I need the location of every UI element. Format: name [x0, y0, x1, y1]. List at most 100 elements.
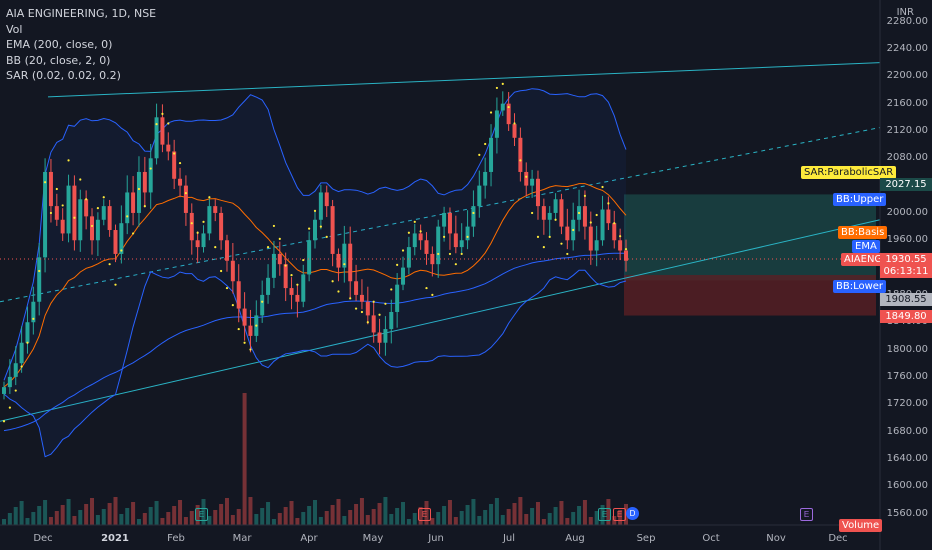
ema-line [3, 252, 627, 432]
candle-body [95, 219, 100, 241]
currency-label[interactable]: INR [896, 7, 914, 18]
legend-symbol[interactable]: AIA ENGINEERING, 1D, NSE [6, 7, 157, 20]
volume-bar [395, 508, 400, 525]
earnings-icon[interactable]: E [418, 508, 431, 521]
sar-dot [155, 123, 158, 126]
candle-body [383, 329, 388, 343]
volume-bar [160, 518, 165, 525]
candle-body [477, 185, 482, 207]
dividend-icon[interactable]: D [626, 507, 639, 520]
earnings-icon[interactable]: E [195, 508, 208, 521]
price-tick-label: 1720.00 [886, 398, 928, 410]
sar-dot [378, 313, 381, 316]
time-tick-label: Apr [300, 533, 318, 544]
candle-body [230, 260, 235, 282]
sar-dot [595, 213, 598, 217]
sar-dot [419, 230, 422, 233]
candle-body [271, 253, 276, 278]
volume-bar [295, 518, 300, 525]
earnings-icon[interactable]: E [598, 508, 611, 521]
volume-bar [559, 501, 564, 525]
volume-bar [518, 497, 523, 525]
channel-mid-line [0, 127, 881, 303]
volume-bar [489, 504, 494, 525]
sar-dot [143, 205, 146, 208]
volume-label: Volume [839, 519, 883, 532]
sar-dot [255, 324, 258, 327]
legend-ema[interactable]: EMA (200, close, 0) [6, 38, 113, 51]
candle-body [78, 199, 83, 241]
candle-body [307, 240, 312, 275]
volume-bar [183, 517, 188, 525]
price-tick-label: 2200.00 [886, 70, 928, 82]
volume-bar [424, 501, 429, 525]
volume-bar [166, 512, 171, 525]
legend-sar[interactable]: SAR (0.02, 0.02, 0.2) [6, 69, 121, 82]
sar-dot [349, 297, 352, 300]
time-tick-label: May [362, 533, 384, 544]
sar-dot [460, 252, 463, 256]
candle-body [43, 171, 48, 258]
volume-bar [535, 502, 540, 525]
candle-body [13, 363, 18, 377]
price-tick-label: 1600.00 [886, 480, 928, 492]
sar-dot [231, 304, 234, 307]
candle-body [442, 212, 447, 227]
earnings-icon[interactable]: E [613, 508, 626, 521]
legend-bb[interactable]: BB (20, close, 2, 0) [6, 53, 111, 67]
last-price-tag: 1930.55 [880, 253, 932, 266]
volume-bar [318, 517, 323, 525]
earnings-icon[interactable]: E [800, 508, 813, 521]
candle-body [418, 233, 423, 241]
bb-basis-line [3, 183, 627, 388]
volume-bar [283, 507, 288, 525]
candle-body [424, 240, 429, 254]
candle-body [289, 288, 294, 295]
volume-bar [348, 510, 353, 525]
sar-dot [313, 209, 317, 212]
candle-body [453, 233, 458, 248]
candle-body [395, 284, 400, 312]
volume-bar [365, 515, 370, 525]
candle-body [195, 240, 200, 248]
volume-bar [483, 510, 488, 525]
volume-bar [78, 510, 83, 525]
candle-body [136, 171, 141, 213]
sar-dot [454, 263, 457, 266]
sar-dot [49, 211, 53, 215]
volume-bar [330, 505, 335, 525]
legend-vol[interactable]: Vol [6, 22, 23, 36]
volume-bar [618, 510, 623, 525]
sar-dot [73, 216, 76, 219]
volume-bar [453, 517, 458, 525]
sar-dot [624, 248, 628, 251]
volume-bar [66, 499, 71, 525]
sar-dot [360, 310, 364, 314]
price-tick-label: 2080.00 [886, 152, 928, 164]
volume-bar [447, 500, 452, 525]
candle-body [248, 325, 253, 336]
volume-bar [213, 510, 218, 525]
sar-dot [173, 152, 176, 155]
volume-bar [260, 508, 265, 525]
sar-dot [572, 228, 575, 232]
ema-label: EMA [852, 240, 880, 253]
candle-body [101, 206, 106, 220]
price-tick-label: 1640.00 [886, 452, 928, 464]
sar-dot [495, 86, 499, 90]
candle-body [354, 281, 359, 295]
candle-body [412, 233, 417, 248]
sar-dot [589, 221, 592, 224]
price-tick-label: 1960.00 [886, 234, 928, 246]
price-tick-label: 2120.00 [886, 124, 928, 136]
sar-dot [401, 249, 405, 252]
candle-body [582, 206, 587, 227]
sar-dot [108, 263, 111, 266]
candle-body [553, 199, 558, 213]
bb-fill [4, 88, 626, 457]
candle-body [471, 206, 476, 227]
candle-body [494, 110, 499, 138]
sar-dot [302, 258, 305, 262]
target-zone [624, 194, 876, 281]
candle-body [541, 206, 546, 220]
